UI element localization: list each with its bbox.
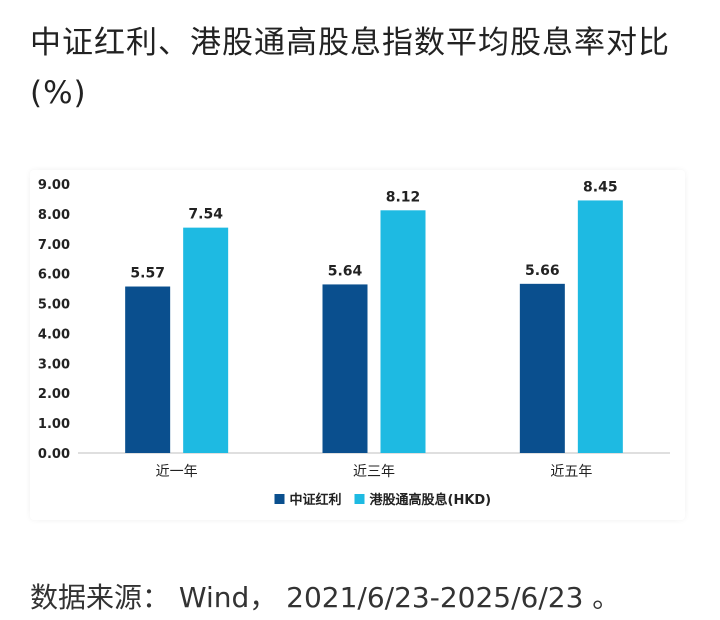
y-tick-label: 3.00 [38,357,70,372]
bar [577,200,623,453]
legend-label: 港股通高股息(HKD) [370,492,492,508]
data-label: 8.12 [386,189,421,205]
data-source-note: 数据来源： Wind， 2021/6/23-2025/6/23 。 [30,581,621,614]
data-label: 8.45 [583,179,618,195]
x-tick-label: 近三年 [353,464,395,480]
data-label: 5.64 [328,263,363,279]
bar [183,227,229,453]
y-tick-label: 8.00 [38,208,70,223]
x-tick-label: 近五年 [550,464,592,480]
y-tick-label: 4.00 [38,327,70,342]
chart-title: 中证红利、港股通高股息指数平均股息率对比(%) [30,25,670,111]
data-label: 5.57 [130,266,165,282]
bar [125,286,171,453]
legend-swatch [354,494,365,504]
bar [322,284,368,453]
y-tick-label: 6.00 [38,268,70,283]
x-tick-label: 近一年 [156,464,198,480]
legend-swatch [274,494,285,504]
y-tick-label: 0.00 [38,447,70,462]
y-tick-label: 1.00 [38,417,70,432]
legend-label: 中证红利 [290,492,342,508]
bar [380,210,426,453]
bar-chart: 0.00 1.00 2.00 3.00 4.00 5.00 6.00 7.00 8.00 9.00… [38,178,670,508]
y-tick-label: 9.00 [38,178,70,193]
bar [519,283,565,453]
y-tick-label: 2.00 [38,387,70,402]
data-label: 7.54 [188,207,223,223]
data-label: 5.66 [525,263,560,279]
y-tick-label: 5.00 [38,298,70,313]
y-tick-label: 7.00 [38,238,70,253]
chart-area: 0.00 1.00 2.00 3.00 4.00 5.00 6.00 7.00 8.00 9.00… [30,170,685,520]
